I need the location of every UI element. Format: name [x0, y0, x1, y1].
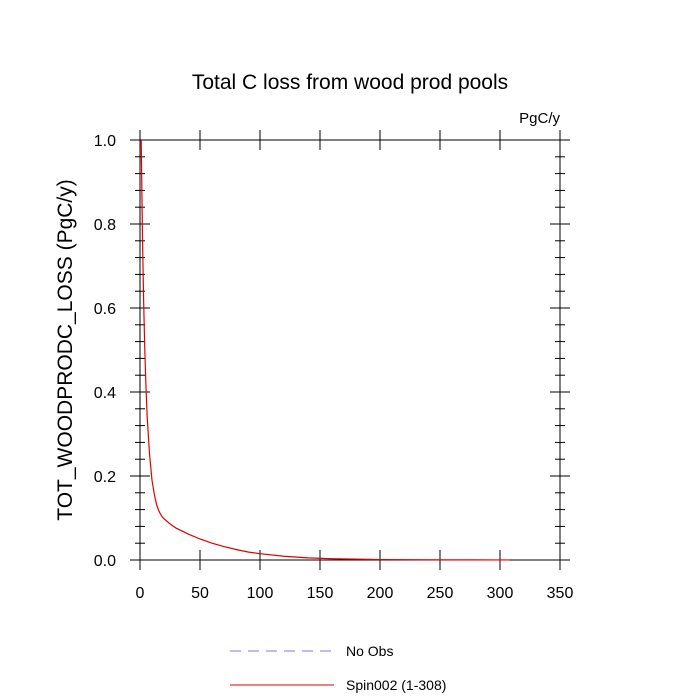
- legend: No Obs Spin002 (1-308): [230, 643, 446, 693]
- x-tick-label: 200: [367, 585, 394, 602]
- plot-frame: [139, 139, 561, 561]
- y-tick-label: 0.2: [94, 469, 116, 486]
- x-tick-label: 50: [191, 585, 209, 602]
- y-tick-label: 0.4: [94, 385, 116, 402]
- y-tick-label: 0.0: [94, 553, 116, 570]
- y-tick-label: 1.0: [94, 133, 116, 150]
- series-line: [140, 139, 510, 561]
- legend-label: No Obs: [346, 643, 393, 659]
- y-tick-label: 0.8: [94, 217, 116, 234]
- chart-title: Total C loss from wood prod pools: [192, 71, 508, 94]
- series-layer: [140, 139, 510, 561]
- x-tick-label: 250: [427, 585, 454, 602]
- x-tick-label: 100: [247, 585, 274, 602]
- y-axis-label: TOT_WOODPRODC_LOSS (PgC/y): [54, 179, 77, 521]
- axis-tick-labels: 0 50 100 150 200 250 300 350 0.0 0.2 0.4 0.6 0.8 1.0: [94, 133, 574, 602]
- x-tick-label: 0: [136, 585, 145, 602]
- axis-ticks: [130, 130, 570, 570]
- x-tick-label: 300: [487, 585, 514, 602]
- units-label: PgC/y: [519, 110, 560, 127]
- legend-label: Spin002 (1-308): [346, 677, 446, 693]
- x-tick-label: 150: [307, 585, 334, 602]
- y-tick-label: 0.6: [94, 301, 116, 318]
- x-tick-label: 350: [547, 585, 574, 602]
